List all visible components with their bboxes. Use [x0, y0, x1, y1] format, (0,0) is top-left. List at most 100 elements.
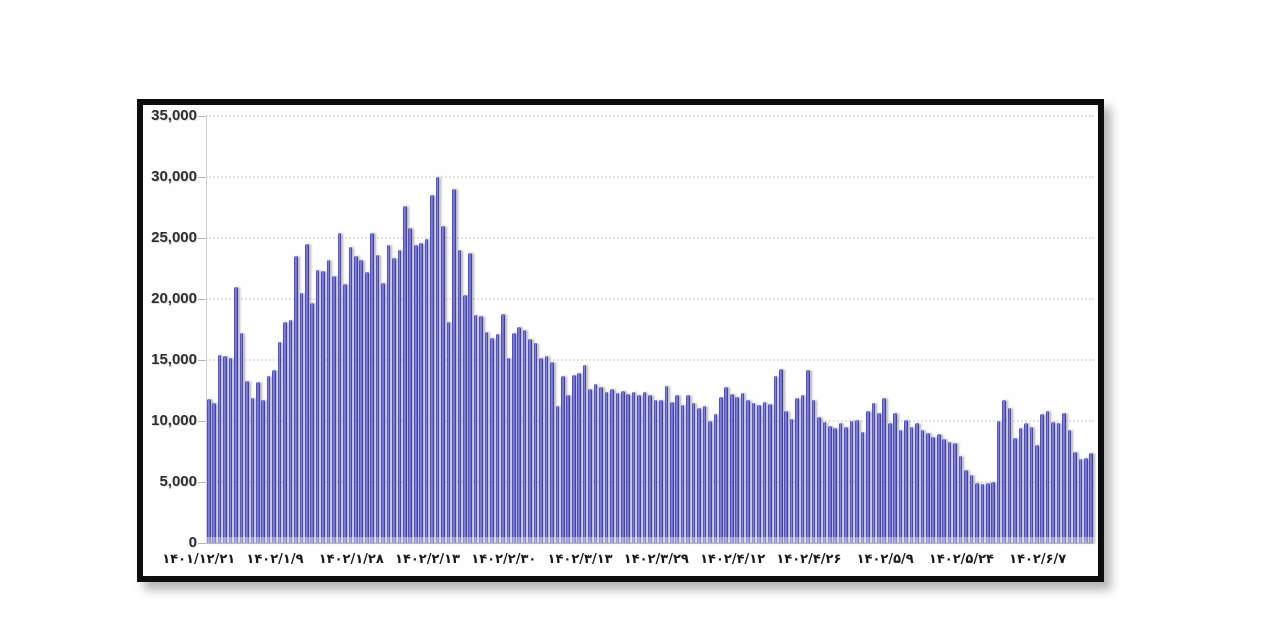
y-axis-tick [198, 116, 206, 117]
bar [245, 380, 249, 543]
bar [299, 292, 304, 543]
bar [528, 339, 532, 543]
y-axis-line [206, 116, 207, 543]
x-axis-label: ۱۴۰۲/۴/۲۶ [776, 552, 842, 567]
x-axis-label: ۱۴۰۲/۱/۲۸ [318, 552, 384, 567]
bar [953, 443, 957, 543]
bar [446, 322, 451, 543]
bar [833, 428, 838, 543]
y-axis-label: 5,000 [159, 473, 197, 490]
bar [626, 394, 630, 543]
bar [261, 400, 265, 543]
bar [795, 397, 799, 543]
bar [468, 252, 472, 543]
y-axis-label: 0 [188, 534, 197, 551]
x-axis-label: ۱۴۰۲/۵/۲۴ [928, 552, 994, 567]
bar [430, 195, 434, 543]
bar [724, 386, 729, 543]
bar [980, 484, 985, 543]
bar [757, 405, 761, 543]
bar [386, 245, 391, 543]
bar [348, 246, 353, 543]
bar [413, 245, 418, 543]
bar [577, 373, 581, 543]
bar [217, 355, 222, 543]
bar [599, 386, 603, 543]
x-axis-label: ۱۴۰۲/۶/۷ [1009, 552, 1067, 567]
bar [566, 395, 571, 543]
gridline [206, 115, 1094, 117]
bar [272, 369, 276, 543]
bar [631, 391, 636, 543]
y-axis-label: 35,000 [151, 107, 197, 124]
bar [1007, 407, 1012, 543]
bar [1045, 411, 1050, 543]
bar [800, 395, 805, 543]
bar [1040, 413, 1045, 543]
bar [740, 392, 745, 543]
bar [501, 313, 505, 543]
bar [441, 225, 445, 543]
bar [223, 356, 227, 543]
bar [315, 269, 320, 543]
bar [751, 402, 756, 543]
bar [473, 314, 478, 543]
bar [996, 421, 1001, 543]
bar [506, 357, 511, 543]
bar [659, 400, 663, 543]
bar [408, 228, 413, 543]
x-axis-label: ۱۴۰۱/۱۲/۲۱ [162, 552, 236, 567]
bar [697, 407, 701, 543]
x-axis-label: ۱۴۰۲/۳/۱۳ [547, 552, 613, 567]
bar [1029, 427, 1034, 543]
bar [364, 272, 369, 543]
bar [517, 327, 522, 543]
bar [642, 391, 647, 543]
bar [381, 283, 385, 543]
bar [653, 400, 658, 543]
bar [904, 419, 908, 543]
bar [332, 275, 336, 543]
bar [773, 375, 778, 543]
bar [539, 357, 543, 543]
bar [702, 406, 707, 543]
bar [1089, 452, 1094, 543]
x-axis-label: ۱۴۰۲/۱/۹ [246, 552, 304, 567]
x-axis-label: ۱۴۰۲/۴/۱۲ [700, 552, 766, 567]
bar [484, 331, 489, 543]
bar [1018, 428, 1023, 543]
bar [310, 302, 315, 543]
bar [1067, 429, 1072, 543]
bar [206, 399, 211, 543]
bar [675, 395, 680, 543]
bar [212, 402, 216, 543]
bar [768, 403, 772, 543]
gridline [206, 176, 1094, 178]
bar [860, 432, 865, 543]
gridline [206, 298, 1094, 300]
bar [964, 469, 968, 543]
bar [942, 439, 946, 543]
bar [822, 422, 827, 543]
bar [490, 338, 494, 543]
bar [827, 425, 832, 543]
bar [288, 319, 293, 543]
bar [893, 412, 897, 543]
bar [544, 356, 549, 543]
bar [250, 397, 255, 543]
bar [855, 419, 859, 543]
bar [615, 392, 620, 543]
x-axis-label: ۱۴۰۲/۲/۳۰ [471, 552, 537, 567]
bar [849, 421, 854, 543]
bar [871, 402, 876, 543]
bar [806, 369, 810, 543]
bar [397, 250, 402, 543]
bar [789, 418, 794, 543]
bar [419, 242, 423, 543]
gridline [206, 359, 1094, 361]
bar [1051, 422, 1055, 543]
bar [691, 402, 696, 543]
bar [866, 411, 870, 543]
y-axis-label: 10,000 [151, 412, 197, 429]
gridline [206, 237, 1094, 239]
